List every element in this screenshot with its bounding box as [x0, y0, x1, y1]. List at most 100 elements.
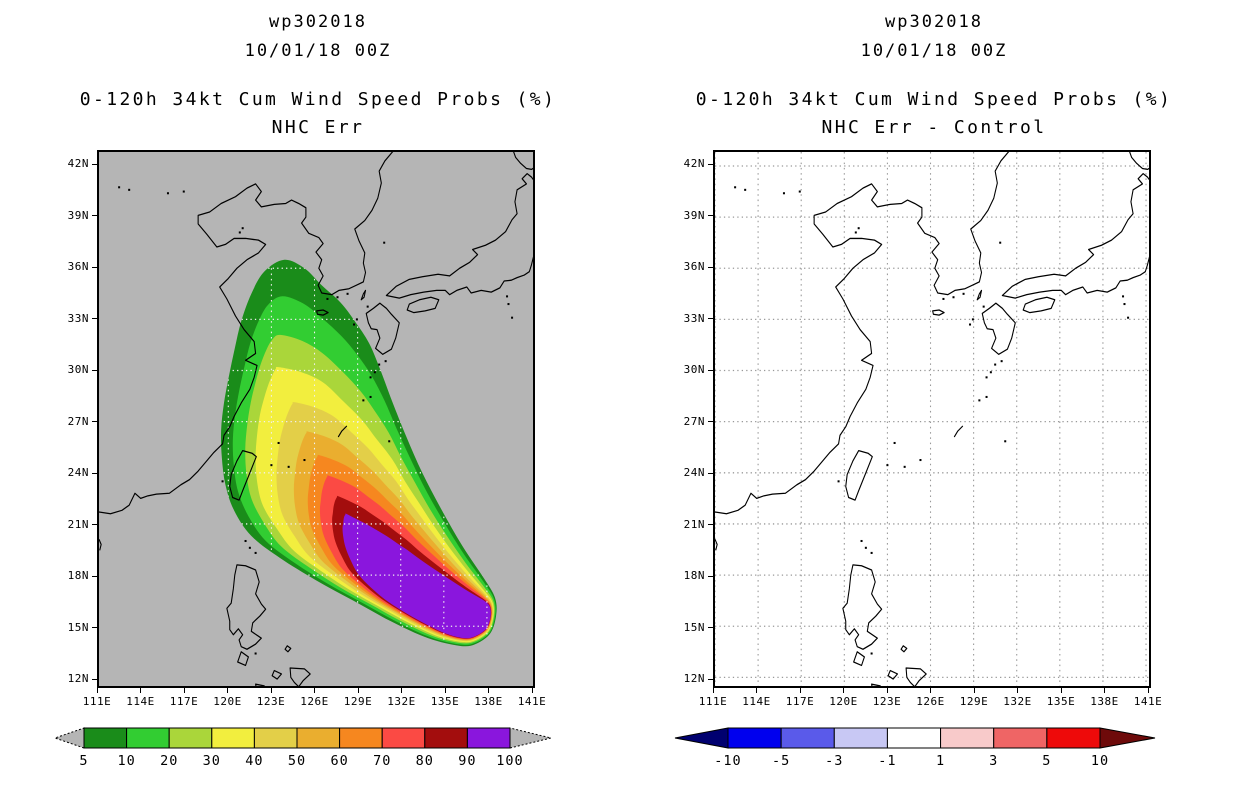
colorbar-right-arrow — [509, 727, 552, 749]
island-speck — [870, 551, 873, 554]
island-speck — [128, 188, 131, 191]
lon-tick-label: 117E — [785, 695, 815, 708]
colorbar-label: 60 — [330, 753, 348, 769]
lon-tick — [886, 688, 888, 693]
island-speck — [798, 190, 801, 193]
lat-tick-label: 33N — [67, 311, 89, 325]
probability-map — [97, 150, 535, 688]
colorbar-segment — [296, 727, 341, 749]
island-speck — [248, 546, 251, 549]
difference-colorbar: -10 -5 -3 -1 1 3 5 10 — [674, 727, 1156, 769]
colorbar-label: -10 — [714, 753, 741, 769]
island-speck — [270, 464, 273, 467]
lon-tick — [488, 688, 489, 693]
island-speck — [969, 323, 972, 326]
lon-tick-label: 138E — [1090, 695, 1119, 708]
island-speck — [378, 363, 381, 366]
lat-tick — [92, 627, 97, 629]
lon-tick-label: 129E — [959, 695, 989, 708]
colorbar-label: 70 — [373, 753, 391, 769]
colorbar-segment — [381, 727, 426, 749]
lat-tick — [708, 421, 713, 423]
lon-tick — [1060, 688, 1062, 693]
lat-tick — [92, 421, 97, 423]
island-speck — [854, 231, 857, 234]
lon-tick-label: 135E — [1046, 695, 1076, 708]
island-speck — [782, 192, 785, 195]
lon-tick — [270, 688, 272, 693]
island-speck — [355, 318, 358, 321]
storm-id-title-left: wp302018 — [269, 12, 367, 32]
lon-tick-label: 135E — [430, 695, 460, 708]
lon-tick — [357, 688, 359, 693]
lat-tick-label: 18N — [67, 569, 89, 583]
lon-tick — [140, 688, 141, 693]
island-speck — [870, 652, 873, 655]
lat-tick-label: 36N — [683, 260, 705, 274]
colorbar-label: 90 — [458, 753, 476, 769]
island-speck — [971, 318, 974, 321]
island-speck — [886, 464, 889, 467]
lon-tick-label: 117E — [169, 695, 199, 708]
colorbar-segment — [339, 727, 383, 749]
island-speck — [326, 297, 329, 300]
island-speck — [893, 441, 896, 445]
island-speck — [1000, 360, 1003, 363]
lat-tick-label: 42N — [67, 157, 89, 171]
island-speck — [388, 440, 391, 443]
colorbar-segment — [727, 727, 782, 749]
colorbar-segment — [83, 727, 128, 749]
lon-tick — [314, 688, 315, 693]
island-speck — [978, 399, 981, 402]
lon-tick — [531, 688, 533, 693]
lat-tick — [708, 575, 713, 577]
lat-tick-label: 33N — [683, 311, 705, 325]
colorbar-label: -1 — [878, 753, 896, 769]
island-speck — [383, 241, 386, 244]
probability-contours — [220, 259, 497, 647]
contour-level-90 — [342, 513, 491, 639]
lat-tick-label: 15N — [683, 620, 705, 634]
lat-tick — [92, 215, 97, 217]
lat-tick — [92, 318, 97, 320]
colorbar-label: 20 — [160, 753, 178, 769]
lat-tick-label: 24N — [683, 466, 705, 480]
lat-tick-label: 21N — [67, 517, 89, 531]
lon-tick-label: 123E — [256, 695, 286, 708]
colorbar-segment — [886, 727, 942, 749]
island-speck — [999, 241, 1002, 244]
island-speck — [860, 539, 863, 543]
colorbar-left-arrow — [53, 727, 85, 749]
lon-tick-label: 138E — [474, 695, 503, 708]
lat-tick — [708, 318, 713, 320]
colorbar-segment — [833, 727, 888, 749]
lat-tick — [708, 215, 713, 217]
lon-tick — [96, 688, 98, 693]
colorbar-label: 10 — [117, 753, 135, 769]
coastlines — [99, 152, 533, 686]
colorbar-segment — [253, 727, 298, 749]
island-speck — [303, 459, 306, 462]
lat-tick — [708, 472, 713, 474]
island-speck — [507, 303, 510, 306]
lon-tick — [843, 688, 844, 693]
lat-tick — [92, 575, 97, 577]
lat-tick — [708, 678, 713, 680]
lat-tick-label: 27N — [683, 414, 705, 428]
colorbar-segment — [168, 727, 213, 749]
island-speck — [952, 296, 955, 299]
colorbar-segment — [424, 727, 468, 749]
island-speck — [369, 395, 372, 398]
lat-tick-label: 21N — [683, 517, 705, 531]
island-speck — [166, 192, 169, 195]
lon-tick — [799, 688, 801, 693]
lat-tick — [708, 163, 713, 165]
island-speck — [994, 363, 997, 366]
colorbar-label: 5 — [1042, 753, 1051, 769]
island-speck — [254, 551, 257, 554]
colorbar-segment — [993, 727, 1048, 749]
lat-tick — [92, 678, 97, 680]
island-speck — [857, 227, 860, 230]
island-speck — [942, 297, 945, 300]
